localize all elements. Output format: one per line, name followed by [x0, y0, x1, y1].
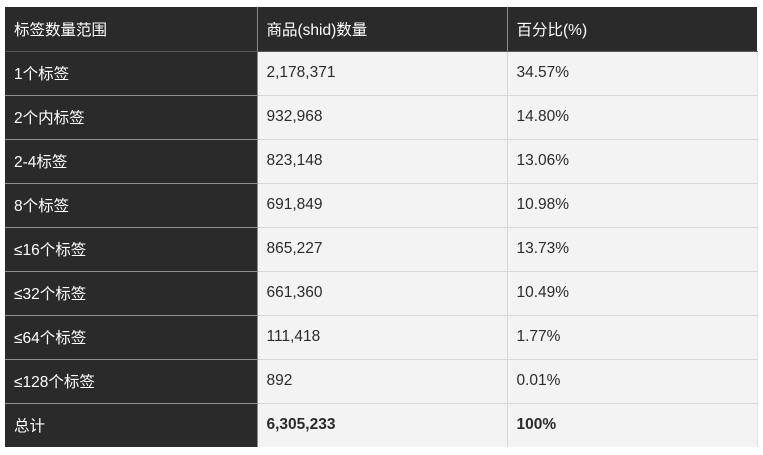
tag-count-table-container: 标签数量范围 商品(shid)数量 百分比(%) 1个标签 2,178,371 …: [5, 7, 758, 447]
item-count-cell: 691,849: [257, 183, 508, 228]
table-body: 1个标签 2,178,371 34.57% 2个内标签 932,968 14.8…: [5, 51, 758, 447]
tag-range-cell: ≤16个标签: [5, 227, 258, 272]
total-percentage-cell: 100%: [507, 403, 758, 447]
item-count-cell: 865,227: [257, 227, 508, 272]
percentage-cell: 1.77%: [507, 315, 758, 360]
total-row: 总计 6,305,233 100%: [5, 403, 758, 447]
tag-range-cell: 1个标签: [5, 51, 258, 96]
percentage-cell: 14.80%: [507, 95, 758, 140]
tag-range-cell: ≤64个标签: [5, 315, 258, 360]
table-row: ≤16个标签 865,227 13.73%: [5, 227, 758, 272]
tag-range-cell: 8个标签: [5, 183, 258, 228]
percentage-cell: 13.73%: [507, 227, 758, 272]
table-row: ≤128个标签 892 0.01%: [5, 359, 758, 404]
tag-range-cell: ≤32个标签: [5, 271, 258, 316]
percentage-cell: 13.06%: [507, 139, 758, 184]
table-row: 8个标签 691,849 10.98%: [5, 183, 758, 228]
table-row: 1个标签 2,178,371 34.57%: [5, 51, 758, 96]
header-item-count: 商品(shid)数量: [257, 7, 508, 52]
table-header: 标签数量范围 商品(shid)数量 百分比(%): [5, 7, 757, 52]
table-row: 2个内标签 932,968 14.80%: [5, 95, 758, 140]
header-row: 标签数量范围 商品(shid)数量 百分比(%): [5, 7, 757, 52]
tag-range-cell: 2个内标签: [5, 95, 258, 140]
tag-range-cell: 2-4标签: [5, 139, 258, 184]
percentage-cell: 34.57%: [507, 51, 758, 96]
item-count-cell: 892: [257, 359, 508, 404]
percentage-cell: 10.98%: [507, 183, 758, 228]
tag-range-cell: ≤128个标签: [5, 359, 258, 404]
table-row: ≤64个标签 111,418 1.77%: [5, 315, 758, 360]
total-item-count-cell: 6,305,233: [257, 403, 508, 447]
item-count-cell: 2,178,371: [257, 51, 508, 96]
header-percentage: 百分比(%): [507, 7, 757, 52]
header-tag-range: 标签数量范围: [5, 7, 258, 52]
table-row: ≤32个标签 661,360 10.49%: [5, 271, 758, 316]
table-row: 2-4标签 823,148 13.06%: [5, 139, 758, 184]
item-count-cell: 932,968: [257, 95, 508, 140]
percentage-cell: 10.49%: [507, 271, 758, 316]
item-count-cell: 661,360: [257, 271, 508, 316]
percentage-cell: 0.01%: [507, 359, 758, 404]
item-count-cell: 111,418: [257, 315, 508, 360]
tag-count-table: 标签数量范围 商品(shid)数量 百分比(%) 1个标签 2,178,371 …: [5, 7, 758, 447]
total-label-cell: 总计: [5, 403, 258, 447]
item-count-cell: 823,148: [257, 139, 508, 184]
